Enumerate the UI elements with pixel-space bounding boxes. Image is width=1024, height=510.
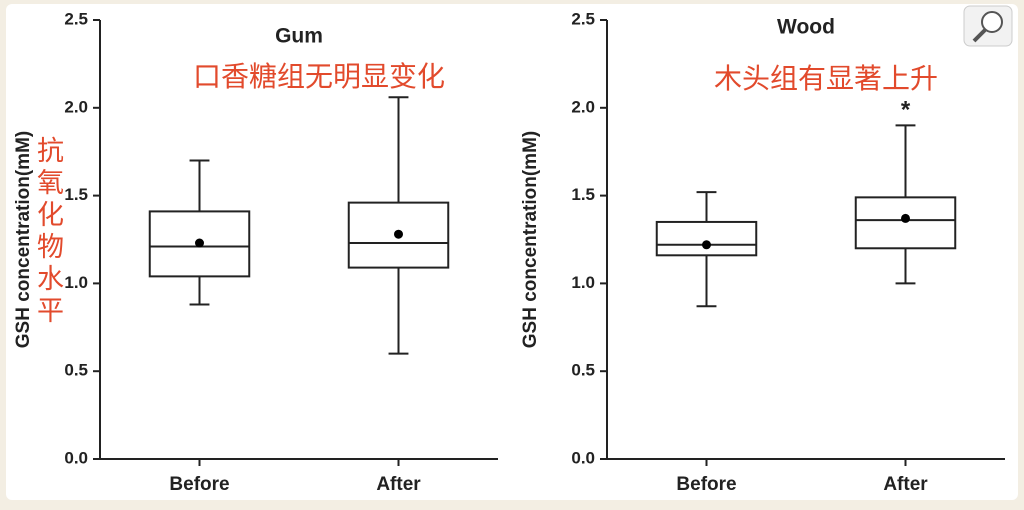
y-tick-label: 1.5 [64, 185, 88, 204]
significance: * [901, 97, 911, 124]
annotation: 木头组有显著上升 [714, 62, 938, 95]
y-tick-label: 2.0 [64, 97, 88, 116]
x-tick-label: After [883, 474, 928, 495]
panel [6, 4, 1018, 500]
x-tick-label: After [376, 474, 421, 495]
side-note: 抗氧化物水平 [32, 136, 63, 328]
y-tick-label: 1.0 [571, 273, 595, 292]
zoom-lens [981, 11, 1003, 33]
y-axis-title: GSH concentration(mM) [13, 131, 34, 348]
zoom-handle [972, 28, 987, 43]
y-tick-label: 0.5 [571, 361, 595, 380]
box [655, 220, 758, 257]
chart-title: Wood [777, 16, 835, 39]
y-tick-label: 0.0 [571, 448, 595, 467]
y-tick-label: 0.5 [64, 361, 88, 380]
zoom-icon[interactable] [963, 5, 1013, 47]
y-axis-title: GSH concentration(mM) [520, 131, 541, 348]
y-tick-label: 2.0 [571, 97, 595, 116]
chart-title: Gum [275, 25, 323, 48]
annotation: 口香糖组无明显变化 [193, 60, 445, 93]
y-tick-label: 1.0 [64, 273, 88, 292]
mean [195, 238, 204, 248]
x-tick-label: Before [676, 474, 736, 495]
y-tick-label: 2.5 [571, 9, 595, 28]
y-tick-label: 1.5 [571, 185, 595, 204]
x-tick-label: Before [169, 474, 229, 495]
mean [394, 229, 403, 239]
y-tick-label: 2.5 [64, 9, 88, 28]
mean [901, 213, 910, 223]
y-tick-label: 0.0 [64, 448, 88, 467]
mean [702, 240, 711, 250]
